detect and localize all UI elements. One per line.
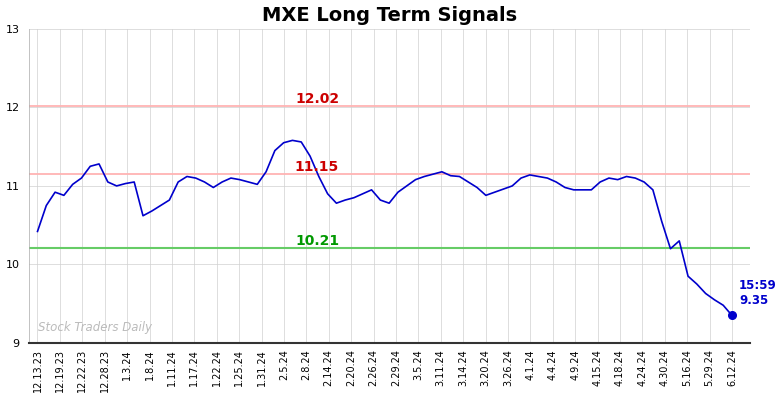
Text: Stock Traders Daily: Stock Traders Daily (38, 320, 151, 334)
Text: 10.21: 10.21 (295, 234, 339, 248)
Text: 15:59
9.35: 15:59 9.35 (739, 279, 777, 308)
Text: 12.02: 12.02 (295, 92, 339, 106)
Text: 11.15: 11.15 (295, 160, 339, 174)
Title: MXE Long Term Signals: MXE Long Term Signals (262, 6, 517, 25)
